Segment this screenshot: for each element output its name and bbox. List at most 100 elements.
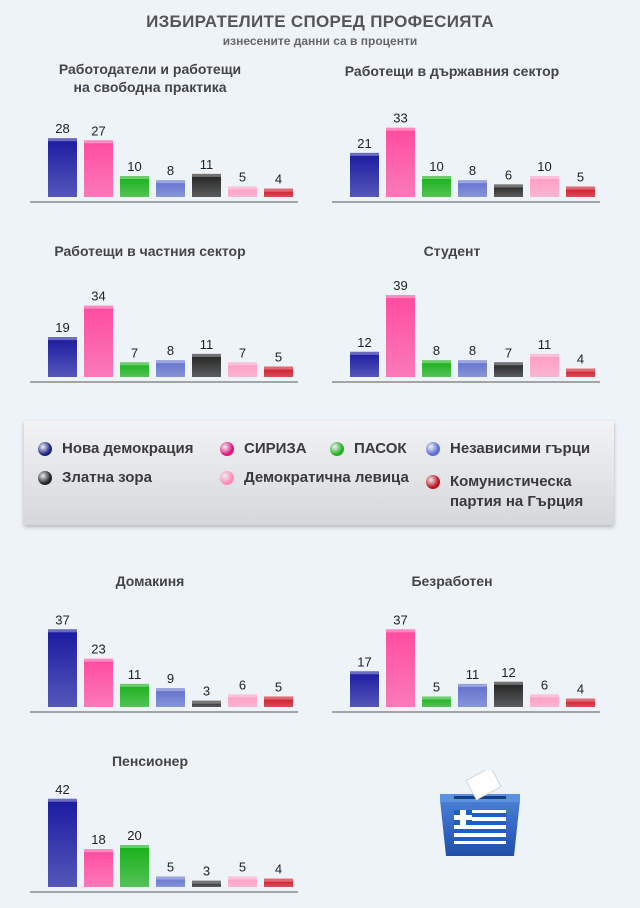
legend-label: СИРИЗА <box>244 440 307 457</box>
bar-highlight <box>264 696 293 700</box>
bar <box>264 696 293 707</box>
bar-value-label: 20 <box>127 828 141 843</box>
bar-highlight <box>422 176 451 179</box>
bar <box>422 360 451 377</box>
bar-highlight <box>386 295 415 299</box>
legend-dot <box>220 442 234 456</box>
bar-highlight <box>264 878 293 882</box>
bar-value-label: 17 <box>357 654 371 669</box>
bar <box>530 353 559 377</box>
bar-highlight <box>192 353 221 357</box>
bar-value-label: 11 <box>200 157 214 172</box>
bar <box>156 180 185 197</box>
bar-value-label: 11 <box>538 337 552 352</box>
bar <box>530 694 559 707</box>
bar-highlight <box>264 188 293 192</box>
bar-value-label: 11 <box>128 667 142 682</box>
chart-title-line: Работещи в частния сектор <box>54 243 246 259</box>
bar <box>192 880 221 887</box>
bar <box>386 295 415 377</box>
bar-highlight <box>120 845 149 848</box>
legend-dot <box>426 442 440 456</box>
chart-title-line: Домакиня <box>115 573 185 589</box>
bar-chart-svg: 17 37 5 11 12 6 4 <box>332 612 600 713</box>
bar-highlight <box>156 688 185 692</box>
bar-highlight <box>156 876 185 880</box>
bar-highlight <box>120 362 149 366</box>
bar <box>458 360 487 377</box>
bar-highlight <box>530 694 559 698</box>
bar-value-label: 11 <box>200 337 214 352</box>
legend-dot <box>38 442 52 456</box>
bar-highlight <box>386 127 415 131</box>
bar-highlight <box>458 180 487 184</box>
bar <box>48 629 77 707</box>
bar <box>84 849 113 887</box>
bar-value-label: 5 <box>239 860 246 875</box>
bar-highlight <box>84 849 113 853</box>
bar-highlight <box>228 876 257 880</box>
bar-highlight <box>386 629 415 633</box>
chart-title: Работещи в държавния сектор <box>332 62 572 80</box>
bar-value-label: 8 <box>469 163 476 178</box>
chart-student: Студент 12 39 8 8 7 11 4 <box>332 240 600 390</box>
bar <box>422 176 451 197</box>
bar-value-label: 10 <box>127 159 141 174</box>
bar <box>48 138 77 197</box>
bar-chart-svg: 21 33 10 8 6 10 5 <box>332 111 600 203</box>
chart-title-line: на свободна практика <box>73 79 227 95</box>
bar-value-label: 34 <box>91 289 105 304</box>
bar <box>494 681 523 707</box>
bar-highlight <box>566 186 595 190</box>
bar <box>566 186 595 197</box>
bar-value-label: 37 <box>393 612 407 627</box>
bar-value-label: 7 <box>239 345 246 360</box>
bar-chart-svg: 37 23 11 9 3 6 5 <box>30 612 298 713</box>
bar-value-label: 21 <box>357 136 371 151</box>
bar-value-label: 42 <box>55 782 69 797</box>
bar-value-label: 12 <box>501 665 515 680</box>
bar-value-label: 8 <box>167 343 174 358</box>
bar-highlight <box>192 173 221 177</box>
bar-value-label: 5 <box>433 680 440 695</box>
bar-highlight <box>228 362 257 366</box>
bar-highlight <box>192 700 221 704</box>
bar-value-label: 7 <box>131 345 138 360</box>
bar <box>264 878 293 887</box>
bar-value-label: 28 <box>55 121 69 136</box>
bar <box>494 362 523 377</box>
bar-highlight <box>350 152 379 156</box>
bar-value-label: 6 <box>505 167 512 182</box>
bar <box>350 152 379 197</box>
bar-highlight <box>156 180 185 184</box>
bar-highlight <box>48 629 77 633</box>
bar-value-label: 23 <box>91 642 105 657</box>
chart-employers: Работодатели и работещи на свободна практ… <box>30 60 298 210</box>
bar-value-label: 4 <box>577 352 584 367</box>
legend-dot <box>38 471 52 485</box>
bar <box>530 176 559 197</box>
legend-label: Независими гърци <box>450 440 591 457</box>
bar <box>566 698 595 707</box>
bar <box>228 186 257 197</box>
bar-value-label: 8 <box>469 343 476 358</box>
bar-highlight <box>120 683 149 687</box>
bar-chart-svg: 12 39 8 8 7 11 4 <box>332 278 600 383</box>
bar <box>386 127 415 197</box>
bar <box>566 368 595 377</box>
chart-title: Работещи в частния сектор <box>30 242 270 260</box>
bar-value-label: 10 <box>429 159 443 174</box>
bar-value-label: 33 <box>393 111 407 126</box>
bar-highlight <box>458 360 487 364</box>
bar-value-label: 6 <box>541 677 548 692</box>
bar <box>192 700 221 707</box>
bar-highlight <box>566 368 595 372</box>
legend-dot <box>426 475 440 489</box>
bar-value-label: 8 <box>167 163 174 178</box>
bar <box>48 337 77 377</box>
bar-highlight <box>48 337 77 341</box>
bar <box>350 671 379 707</box>
bar-value-label: 27 <box>91 123 105 138</box>
legend-label: Демократична левица <box>244 469 409 486</box>
bar-value-label: 5 <box>167 860 174 875</box>
